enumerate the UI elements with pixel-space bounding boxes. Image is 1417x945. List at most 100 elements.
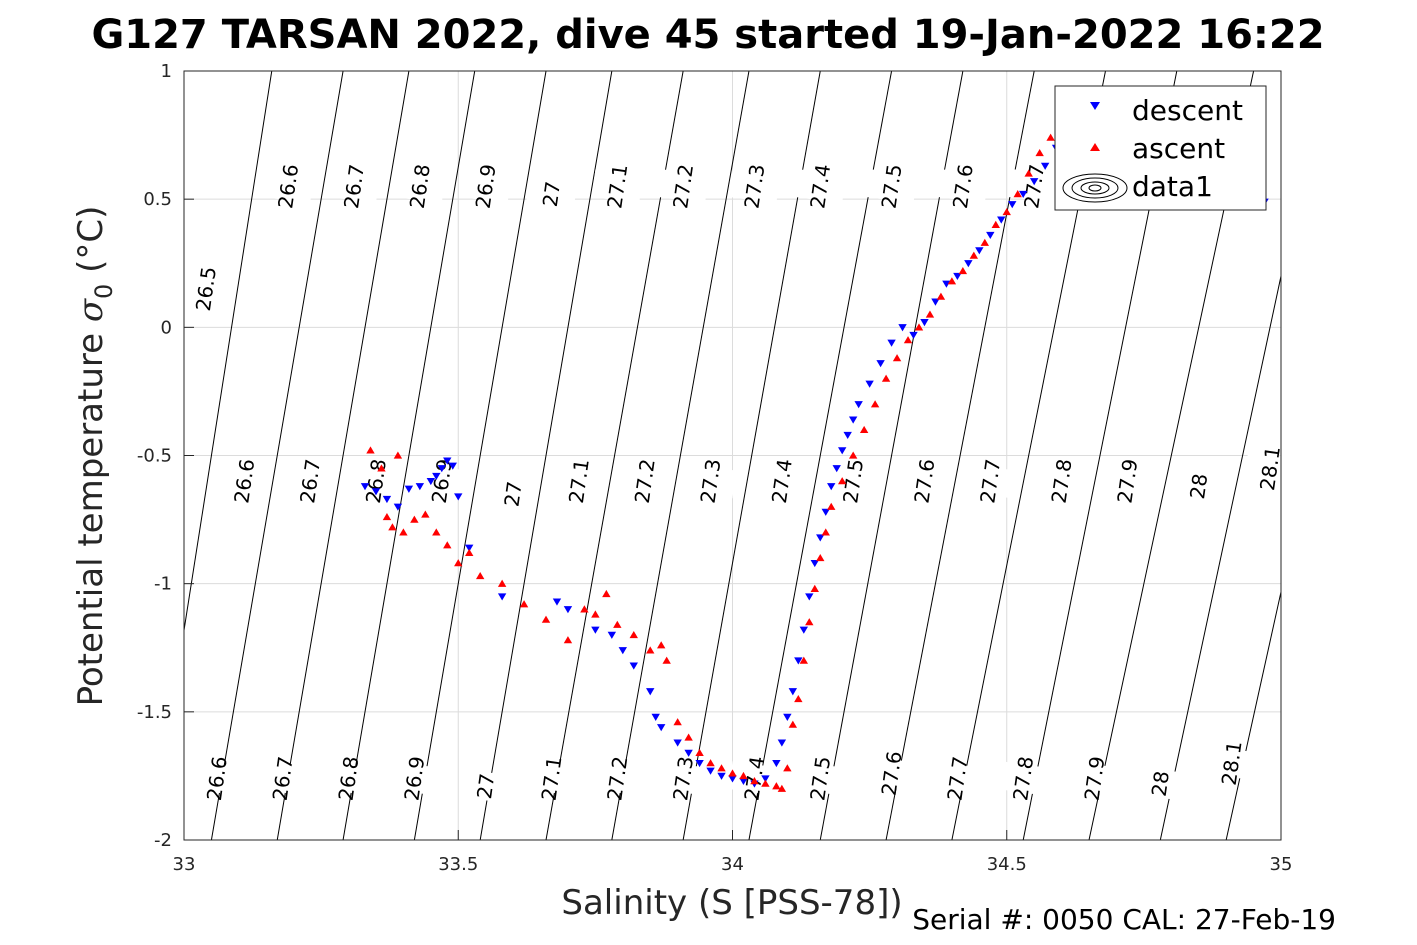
contour-label-bg-18 [553,463,605,499]
contour-label-bg-32 [388,761,441,796]
ascent-point-56 [958,266,968,275]
contour-label-bg-16 [416,463,468,499]
legend[interactable]: descent ascent data1 [1054,85,1267,211]
descent-point-12 [465,544,474,552]
descent-point-59 [986,231,995,240]
descent-point-7 [432,472,441,480]
descent-point-52 [909,331,918,340]
y-axis-label: Potential temperature σ0 (°C) [71,206,118,707]
ascent-point-41 [810,584,819,592]
descent-point-58 [975,247,984,255]
contour-label-bg-19 [619,463,671,499]
ascent-point-34 [772,782,781,790]
contour-label-5: 27 [538,180,565,209]
x-axis-label: Salinity (S [PSS-78]) [561,883,902,923]
contour-label-bg-12 [1008,169,1060,204]
ascent-point-35 [777,784,787,792]
contour-label-27: 28 [1185,472,1212,501]
contour-line-10 [819,71,964,840]
ascent-point-27 [695,748,704,756]
ascent-point-36 [783,764,792,772]
ascent-point-40 [805,618,814,626]
descent-point-18 [618,647,627,655]
descent-point-46 [848,416,858,424]
descent-point-38 [805,593,814,601]
descent-point-11 [454,493,463,501]
descent-point-64 [1040,162,1050,170]
descent-point-41 [821,508,830,516]
descent-point-56 [953,272,962,281]
contour-label-bg-8 [728,169,781,204]
descent-point-13 [497,593,507,601]
ascent-point-3 [388,523,397,531]
descent-point-48 [865,380,874,388]
contour-label-bg-36 [657,761,709,796]
contour-label-bg-40 [931,761,984,796]
descent-point-55 [942,280,951,288]
descent-point-49 [876,360,885,368]
ascent-point-42 [816,554,825,562]
grid-lines [183,70,1282,841]
contour-label-bg-20 [684,463,737,499]
contour-label-bg-21 [756,463,808,499]
contour-line-7 [611,71,750,840]
descent-point-34 [783,713,792,721]
descent-point-60 [997,216,1006,224]
ascent-point-54 [936,292,946,300]
contour-label-bg-43 [1134,766,1187,801]
x-axis-ticks: 33 33.5 34 34.5 35 [173,830,1292,875]
contour-label-bg-14 [284,463,336,499]
descent-point-35 [788,688,798,696]
descent-point-61 [1008,201,1017,209]
ascent-point-11 [465,548,474,557]
descent-point-62 [1019,190,1028,199]
ascent-point-52 [914,323,924,331]
ascent-point-7 [421,510,430,518]
contour-line-2 [276,71,410,840]
descent-point-57 [964,260,973,268]
descent-point-54 [931,298,940,306]
contour-label-bg-15 [350,463,402,499]
ascent-point-46 [848,451,858,459]
ascent-point-18 [591,610,600,618]
contour-line-4 [413,71,547,840]
ascent-point-39 [799,656,809,664]
contour-line-1 [210,71,344,840]
contour-label-bg-1 [262,169,314,204]
contour-label-bg-33 [459,768,512,804]
ascent-point-58 [980,238,990,246]
legend-box [1054,85,1267,211]
contour-label-bg-11 [937,169,989,204]
ascent-point-23 [656,641,666,649]
descent-point-50 [887,339,896,347]
contour-line-9 [748,71,893,840]
ascent-point-31 [739,771,748,780]
y-axis-label-symbol: σ [71,298,111,322]
legend-data1-label: data1 [1132,170,1213,203]
contour-label-bg-31 [322,761,375,796]
descent-point-43 [832,465,841,473]
legend-ascent-marker [1090,143,1100,151]
ascent-point-45 [838,477,847,485]
descent-point-9 [443,457,452,465]
descent-point-32 [772,759,781,768]
contour-label-bg-23 [898,463,951,499]
contour-line-0 [184,71,273,634]
descent-point-19 [629,662,638,670]
contour-label-bg-17 [487,476,539,512]
contour-label-bg-10 [865,169,918,204]
descent-point-26 [706,767,715,775]
descent-point-51 [898,324,907,332]
y-tick-label-4: -1 [154,574,172,595]
descent-point-31 [761,775,770,783]
descent-point-15 [563,606,573,614]
contour-label-bg-2 [328,169,380,204]
descent-point-45 [843,431,852,439]
contour-line-5 [479,71,613,840]
x-tick-label-1: 33.5 [438,854,478,875]
contour-line-11 [885,71,1035,840]
ascent-point-30 [728,769,737,777]
descent-point-29 [739,777,748,786]
contour-label-bg-30 [257,761,309,796]
contour-label-bg-41 [997,761,1049,796]
